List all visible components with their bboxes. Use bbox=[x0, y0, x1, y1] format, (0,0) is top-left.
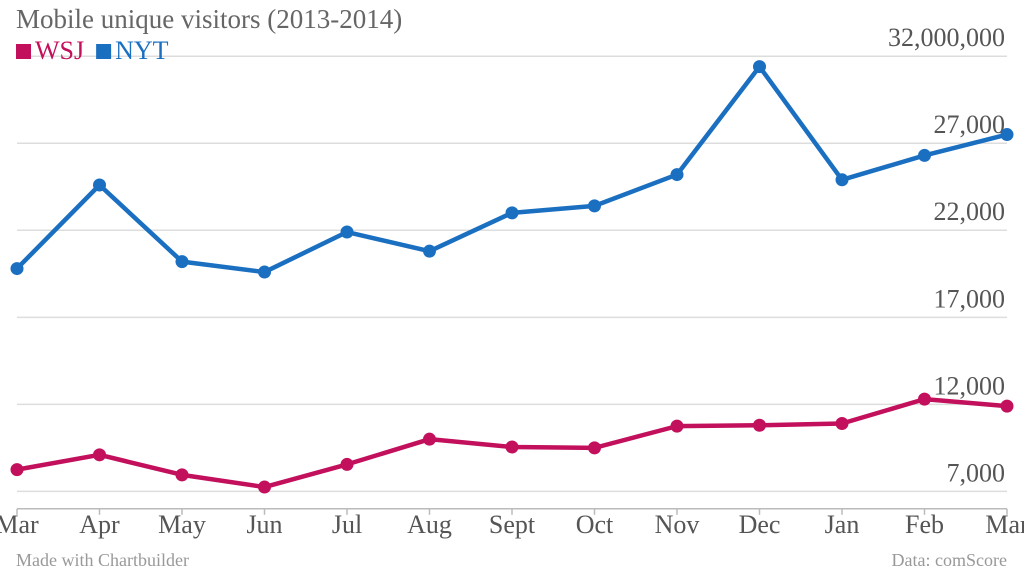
data-point bbox=[1000, 128, 1014, 142]
data-point bbox=[670, 168, 684, 182]
data-point bbox=[588, 199, 601, 213]
x-tick-label: May bbox=[158, 510, 206, 539]
data-point bbox=[918, 148, 931, 162]
data-point bbox=[175, 468, 189, 482]
x-tick-label: Nov bbox=[655, 510, 700, 539]
data-point bbox=[835, 173, 849, 187]
x-tick-label: Jan bbox=[825, 510, 860, 539]
data-point bbox=[258, 265, 271, 279]
y-tick-label: 32,000,000 bbox=[888, 23, 1005, 52]
data-point bbox=[175, 255, 189, 269]
legend-swatch bbox=[96, 44, 112, 59]
data-point bbox=[918, 392, 931, 406]
data-point bbox=[670, 419, 684, 433]
credit: Made with Chartbuilder bbox=[16, 550, 189, 570]
series-line bbox=[15, 64, 1008, 275]
legend-swatch bbox=[16, 44, 31, 59]
data-point bbox=[340, 225, 354, 239]
legend-label: WSJ bbox=[35, 36, 84, 65]
data-point bbox=[505, 206, 519, 220]
legend-label: NYT bbox=[115, 36, 169, 65]
data-point bbox=[258, 480, 271, 494]
data-point bbox=[10, 463, 24, 477]
data-point bbox=[93, 178, 106, 192]
y-tick-label: 7,000 bbox=[947, 458, 1006, 487]
x-tick-label: Mar bbox=[985, 510, 1024, 539]
x-tick-label: Feb bbox=[905, 510, 944, 539]
data-point bbox=[588, 441, 601, 455]
chart-title: Mobile unique visitors (2013-2014) bbox=[16, 4, 402, 34]
data-point bbox=[753, 418, 766, 432]
y-tick-label: 22,000 bbox=[934, 197, 1006, 226]
data-point bbox=[835, 417, 849, 431]
x-tick-label: Jul bbox=[332, 510, 362, 539]
data-point bbox=[753, 60, 766, 74]
data-point bbox=[505, 440, 519, 454]
x-tick-label: Jun bbox=[246, 510, 282, 539]
data-point bbox=[1000, 399, 1014, 413]
x-tick-label: Mar bbox=[0, 510, 39, 539]
x-tick-label: Apr bbox=[79, 510, 120, 539]
x-tick-label: Oct bbox=[576, 510, 614, 539]
x-tick-label: Aug bbox=[407, 510, 452, 539]
data-point bbox=[340, 457, 354, 471]
x-tick-label: Dec bbox=[739, 510, 781, 539]
source: Data: comScore bbox=[892, 550, 1007, 570]
data-point bbox=[93, 448, 106, 462]
y-tick-label: 12,000 bbox=[934, 371, 1006, 400]
data-point bbox=[10, 262, 24, 276]
data-point bbox=[423, 432, 436, 446]
x-tick-label: Sept bbox=[489, 510, 536, 539]
y-tick-label: 27,000 bbox=[934, 110, 1006, 139]
y-tick-label: 17,000 bbox=[934, 284, 1006, 313]
data-point bbox=[423, 244, 436, 258]
